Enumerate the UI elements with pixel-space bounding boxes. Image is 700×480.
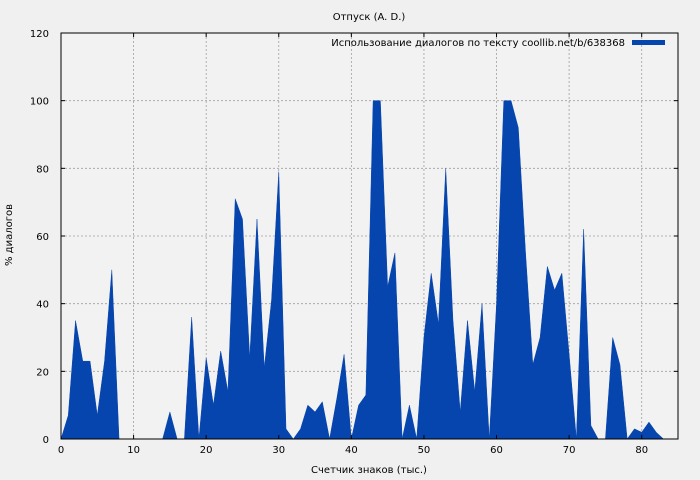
- series-layer: [60, 100, 671, 440]
- x-tick-label: 50: [418, 445, 431, 456]
- y-tick-label: 80: [36, 164, 49, 175]
- y-tick-label: 60: [36, 232, 49, 243]
- x-axis-label: Счетчик знаков (тыс.): [311, 465, 427, 476]
- x-tick-label: 60: [490, 445, 503, 456]
- x-tick-label: 20: [200, 445, 213, 456]
- x-tick-label: 0: [58, 445, 64, 456]
- legend: Использование диалогов по тексту coollib…: [331, 38, 665, 49]
- axis-ticks: 0 10 20 30 40 50 60 70 80 0 20 40 60 80 100 120: [30, 29, 678, 456]
- y-tick-label: 0: [43, 435, 49, 446]
- legend-label: Использование диалогов по тексту coollib…: [331, 38, 625, 49]
- y-tick-label: 40: [36, 300, 49, 311]
- x-tick-label: 30: [272, 445, 285, 456]
- y-tick-label: 100: [30, 97, 49, 108]
- y-tick-label: 120: [30, 29, 49, 40]
- y-tick-label: 20: [36, 367, 49, 378]
- x-tick-label: 80: [635, 445, 648, 456]
- series-area: [60, 100, 671, 440]
- chart-title: Отпуск (A. D.): [333, 12, 406, 23]
- x-tick-label: 70: [563, 445, 576, 456]
- legend-swatch: [632, 40, 665, 45]
- y-axis-label: % диалогов: [4, 204, 15, 266]
- x-tick-label: 40: [345, 445, 358, 456]
- x-tick-label: 10: [127, 445, 140, 456]
